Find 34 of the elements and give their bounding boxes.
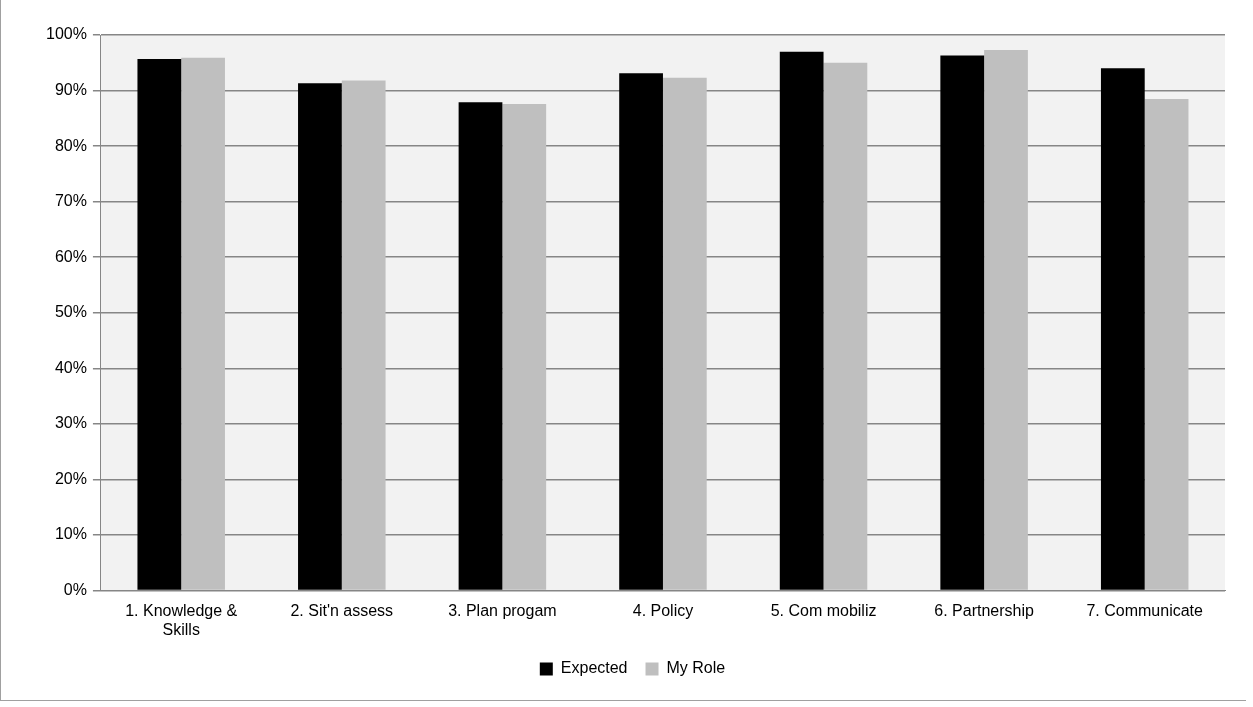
bar (458, 102, 503, 590)
y-tick-label: 50% (54, 303, 87, 321)
bar (823, 62, 868, 590)
y-tick-label: 30% (54, 414, 87, 432)
bar (137, 58, 182, 590)
y-tick-label: 10% (54, 525, 87, 543)
bar (779, 51, 824, 590)
bar (502, 103, 547, 590)
y-tick-label: 60% (54, 247, 87, 265)
y-tick-label: 80% (54, 136, 87, 154)
bar (984, 50, 1028, 590)
bar (341, 80, 386, 590)
x-tick-label: 1. Knowledge & Skills (125, 601, 238, 638)
x-tick-label: 2. Sit'n assess (290, 601, 394, 619)
x-tick-label: 7. Communicate (1086, 601, 1204, 619)
x-tick-label: 3. Plan progam (448, 601, 557, 619)
legend-label: My Role (666, 659, 726, 677)
bar (1100, 68, 1145, 590)
bar (181, 57, 225, 590)
bar (662, 77, 707, 590)
y-tick-label: 100% (46, 25, 87, 43)
y-tick-label: 70% (54, 192, 87, 210)
x-tick-label: 4. Policy (632, 601, 694, 619)
y-tick-label: 40% (54, 358, 87, 376)
legend-label: Expected (560, 659, 628, 677)
bar (940, 55, 985, 590)
bar (619, 73, 663, 590)
x-tick-label: 5. Com mobiliz (770, 601, 877, 619)
y-tick-label: 90% (54, 80, 87, 98)
y-tick-label: 20% (54, 469, 87, 487)
bar (1144, 98, 1189, 590)
y-tick-label: 0% (63, 581, 87, 599)
x-tick-label: 6. Partnership (934, 601, 1035, 619)
bar (298, 83, 342, 590)
